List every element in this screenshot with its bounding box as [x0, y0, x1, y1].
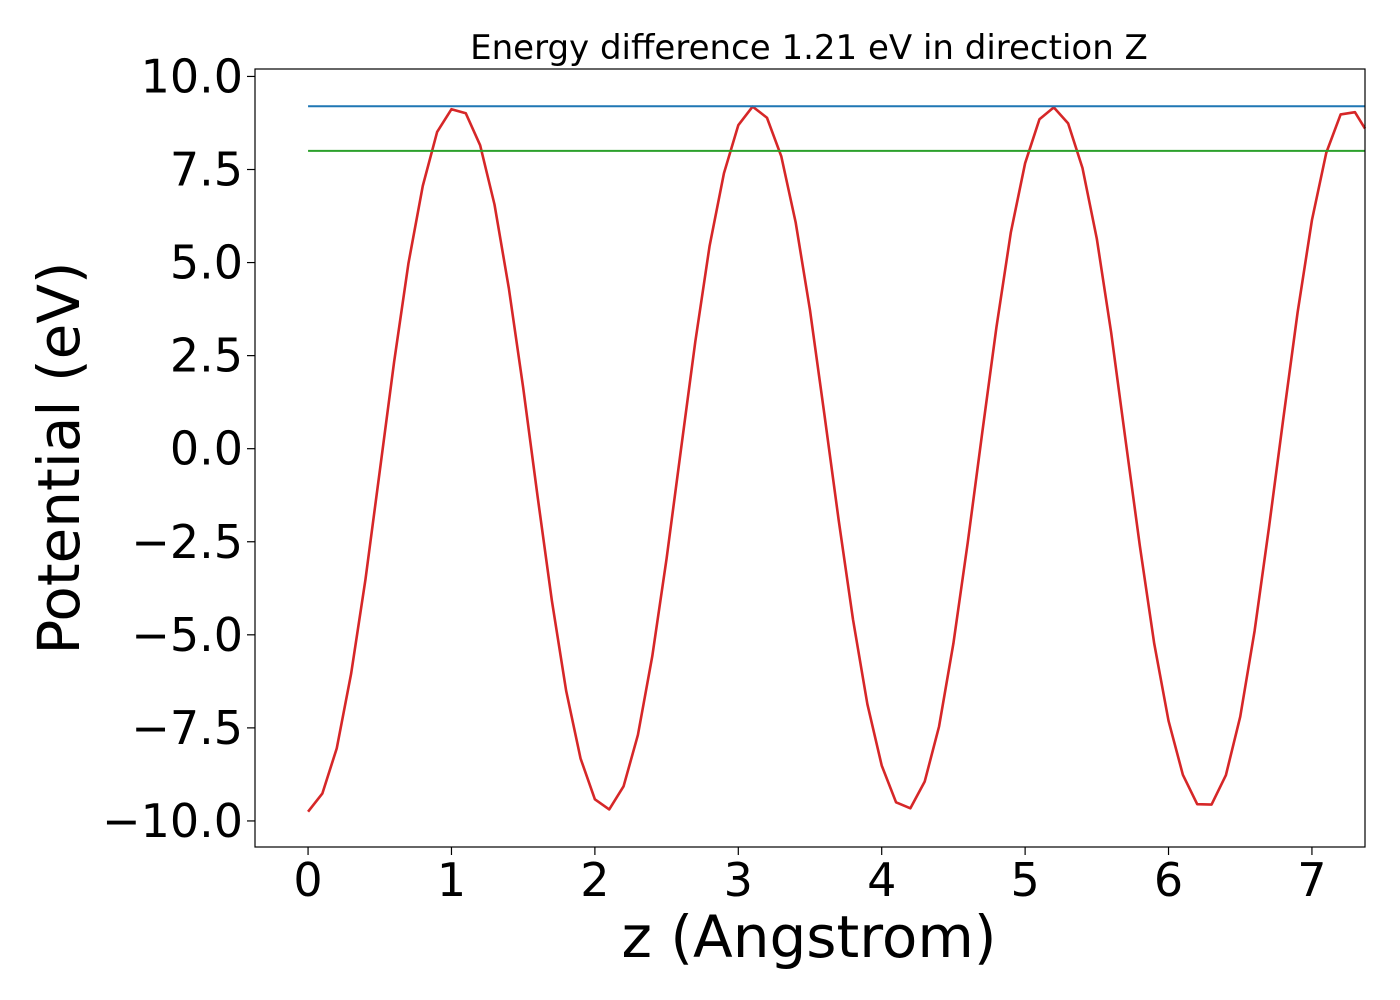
y-tick-label: 10.0: [141, 49, 243, 103]
series-line-0: [307, 105, 1367, 813]
x-tick-label: 3: [724, 853, 753, 907]
chart-title: Energy difference 1.21 eV in direction Z: [470, 28, 1148, 68]
y-axis-label: Potential (eV): [25, 261, 93, 654]
x-tick-label: 0: [293, 853, 322, 907]
y-tick-label: 5.0: [170, 236, 243, 290]
y-axis: 10.0 7.5 5.0 2.5 0.0 −2.5 −5.0 −7.5 −10.0: [102, 49, 255, 848]
plot-frame: [254, 68, 1366, 848]
y-tick-label: 2.5: [170, 329, 243, 383]
y-tick-label: 0.0: [170, 422, 243, 476]
y-tick-label: −5.0: [131, 608, 243, 662]
y-tick-label: 7.5: [170, 143, 243, 197]
x-tick-label: 4: [867, 853, 896, 907]
x-tick-label: 6: [1154, 853, 1183, 907]
x-tick-label: 2: [580, 853, 609, 907]
x-axis-label: z (Angstrom): [622, 903, 997, 971]
x-tick-label: 1: [437, 853, 466, 907]
y-tick-label: −2.5: [131, 515, 243, 569]
y-tick-label: −7.5: [131, 701, 243, 755]
y-tick-label: −10.0: [102, 794, 243, 848]
x-axis: 0 1 2 3 4 5 6 7: [293, 847, 1327, 907]
series-layer: [307, 105, 1367, 813]
x-tick-label: 7: [1297, 853, 1326, 907]
x-tick-label: 5: [1010, 853, 1039, 907]
